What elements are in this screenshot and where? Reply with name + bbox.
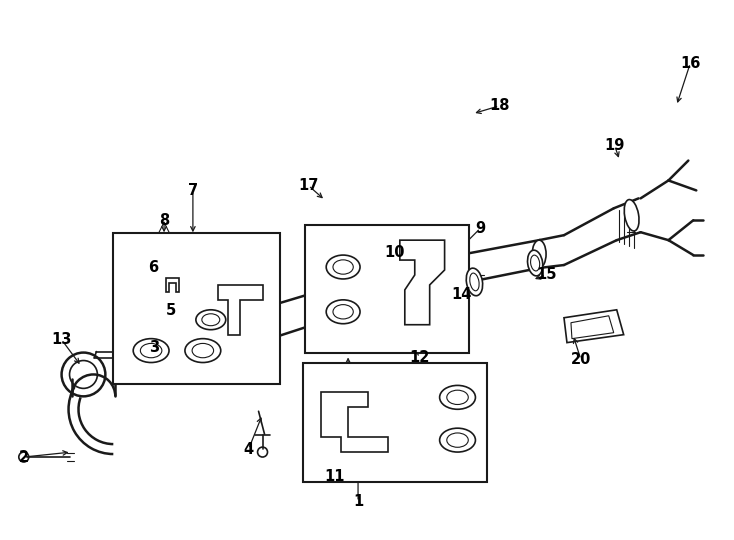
Ellipse shape [624,200,639,231]
Text: 13: 13 [51,332,72,347]
Ellipse shape [202,314,219,326]
Ellipse shape [185,339,221,362]
Ellipse shape [531,255,539,271]
Text: 7: 7 [188,183,198,198]
Bar [303,362,487,482]
Ellipse shape [182,329,200,364]
Text: 19: 19 [605,138,625,153]
Ellipse shape [140,343,162,357]
Ellipse shape [440,386,476,409]
Text: 5: 5 [166,303,176,318]
Ellipse shape [447,433,468,447]
Text: 15: 15 [536,267,556,282]
Ellipse shape [383,268,397,298]
Text: 11: 11 [324,469,344,484]
Text: 4: 4 [244,442,254,457]
Ellipse shape [440,428,476,452]
Text: 8: 8 [159,213,169,228]
Ellipse shape [196,310,226,330]
Bar [113,233,280,384]
Text: 9: 9 [476,221,485,236]
Text: 10: 10 [385,245,405,260]
Ellipse shape [466,268,483,296]
Ellipse shape [326,255,360,279]
Text: 6: 6 [148,260,158,274]
Text: 3: 3 [149,340,159,355]
Ellipse shape [333,305,353,319]
Ellipse shape [192,343,214,357]
Ellipse shape [470,273,479,291]
Ellipse shape [333,260,353,274]
Text: 14: 14 [451,287,472,302]
Text: 20: 20 [571,352,591,367]
Text: 2: 2 [18,449,29,464]
Ellipse shape [326,300,360,323]
Text: 17: 17 [298,178,319,193]
Text: 1: 1 [353,494,363,509]
Ellipse shape [447,390,468,404]
Ellipse shape [133,339,169,362]
Text: 18: 18 [489,98,509,113]
Ellipse shape [532,240,546,268]
Bar [305,225,470,353]
Text: 16: 16 [680,56,700,71]
Text: 12: 12 [410,350,430,365]
Ellipse shape [528,250,542,276]
